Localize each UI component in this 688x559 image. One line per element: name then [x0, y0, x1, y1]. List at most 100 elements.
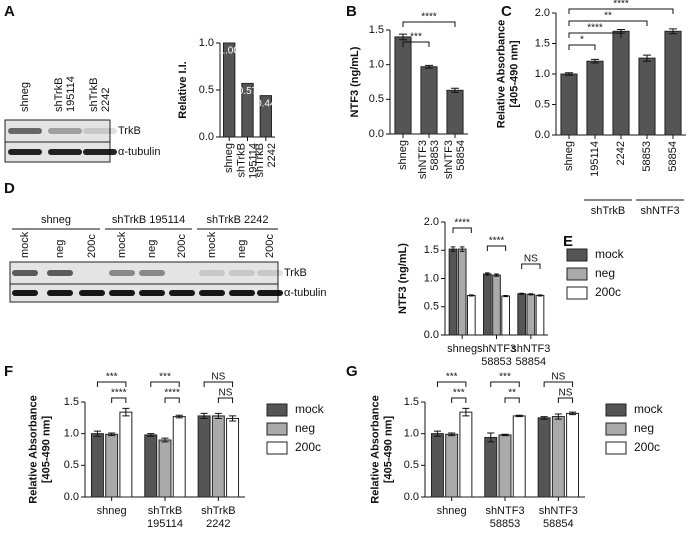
error-bar [108, 432, 116, 437]
significance-bracket [486, 245, 507, 251]
blot-band [8, 128, 42, 134]
blot-band [8, 149, 42, 155]
lane-label: neg [54, 240, 66, 258]
blot-band [79, 290, 105, 296]
bar [535, 294, 545, 336]
significance-bracket [452, 227, 472, 233]
legend-swatch [266, 403, 288, 417]
bar [158, 439, 172, 498]
lane-label: mock [206, 231, 218, 258]
significance-label: *** [159, 372, 171, 383]
y-axis-label: Relative I.I. [177, 61, 189, 118]
error-bar [469, 294, 474, 297]
bar [222, 42, 236, 138]
significance-label: NS [551, 372, 565, 383]
significance-bracket [150, 381, 180, 387]
value-label: 0.44 [256, 98, 276, 109]
lane-label: shTrkB195114 [53, 76, 77, 112]
x-tick-label: shTrkB2242 [254, 143, 278, 177]
significance-label: **** [454, 218, 470, 229]
error-bar [554, 413, 562, 420]
legend-swatch [266, 422, 288, 436]
y-axis-label: Relative Absorbance [495, 20, 507, 128]
significance-label: **** [421, 12, 437, 23]
x-tick-label: shTrkB195114 [235, 143, 259, 179]
significance-label: * [580, 35, 584, 46]
significance-bracket [543, 381, 574, 387]
y-tick-label: 1.5 [64, 396, 79, 408]
x-tick-label: 58853 [641, 141, 653, 172]
significance-bracket [568, 44, 596, 50]
error-bar [642, 54, 652, 62]
significance-label: **** [164, 388, 180, 399]
error-bar [424, 64, 434, 69]
significance-label: **** [489, 236, 505, 247]
error-bar [564, 72, 574, 76]
bar [430, 433, 444, 498]
blot-band [48, 128, 82, 134]
error-bar [501, 433, 509, 437]
error-bar [503, 294, 508, 298]
significance-bracket [521, 263, 541, 269]
y-tick-label: 0.0 [535, 129, 550, 141]
bar [420, 66, 438, 135]
x-tick-label: shNTF358853 [417, 140, 441, 179]
y-tick-label: 0.0 [64, 491, 79, 503]
bar [664, 30, 682, 136]
lane-label: neg [146, 240, 158, 258]
lane-label: 200c [264, 234, 276, 258]
bar [498, 434, 512, 498]
significance-bracket [490, 381, 520, 387]
bar [466, 294, 476, 336]
significance-label: ** [604, 11, 612, 22]
error-bar [515, 414, 523, 418]
significance-bracket [217, 397, 234, 403]
lane-label: 200c [86, 234, 98, 258]
band-label: TrkB [284, 267, 307, 279]
legend-swatch [266, 441, 288, 455]
blot-band [47, 290, 73, 296]
significance-label: **** [587, 23, 603, 34]
x-tick-label: shneg [223, 143, 235, 173]
y-tick-label: 1.0 [369, 59, 384, 71]
significance-label: *** [499, 372, 511, 383]
significance-bracket [504, 397, 520, 403]
error-bar [487, 432, 495, 443]
bar [448, 248, 458, 336]
legend-swatch [566, 267, 588, 281]
significance-label: *** [446, 372, 458, 383]
bar [394, 36, 412, 135]
y-tick-label: 1.0 [424, 272, 439, 284]
error-bar [398, 33, 408, 41]
significance-bracket [203, 381, 234, 387]
bar [90, 433, 104, 498]
panel-letter: F [4, 363, 13, 380]
blot-band [109, 270, 135, 276]
lane-label: 200c [176, 234, 188, 258]
bar [526, 293, 536, 336]
error-bar [519, 292, 524, 295]
y-tick-label: 1.5 [369, 24, 384, 36]
band-label: TrkB [118, 125, 141, 137]
blot-band [109, 290, 135, 296]
error-bar [494, 273, 499, 277]
legend-label: 200c [634, 440, 660, 454]
legend-label: mock [634, 402, 664, 416]
blot-band [229, 270, 255, 276]
error-bar [122, 407, 130, 417]
legend-label: neg [595, 266, 615, 280]
y-tick-label: 0.0 [424, 329, 439, 341]
group-label: shTrkB 2242 [207, 214, 269, 226]
panel-letter: G [346, 363, 358, 380]
blot-band [83, 128, 117, 134]
bar [484, 436, 498, 498]
panel-letter: B [346, 3, 357, 20]
error-bar [448, 432, 456, 437]
group-label: shTrkB [591, 205, 625, 217]
significance-label: *** [106, 372, 118, 383]
error-bar [147, 433, 155, 437]
y-tick-label: 1.0 [64, 428, 79, 440]
